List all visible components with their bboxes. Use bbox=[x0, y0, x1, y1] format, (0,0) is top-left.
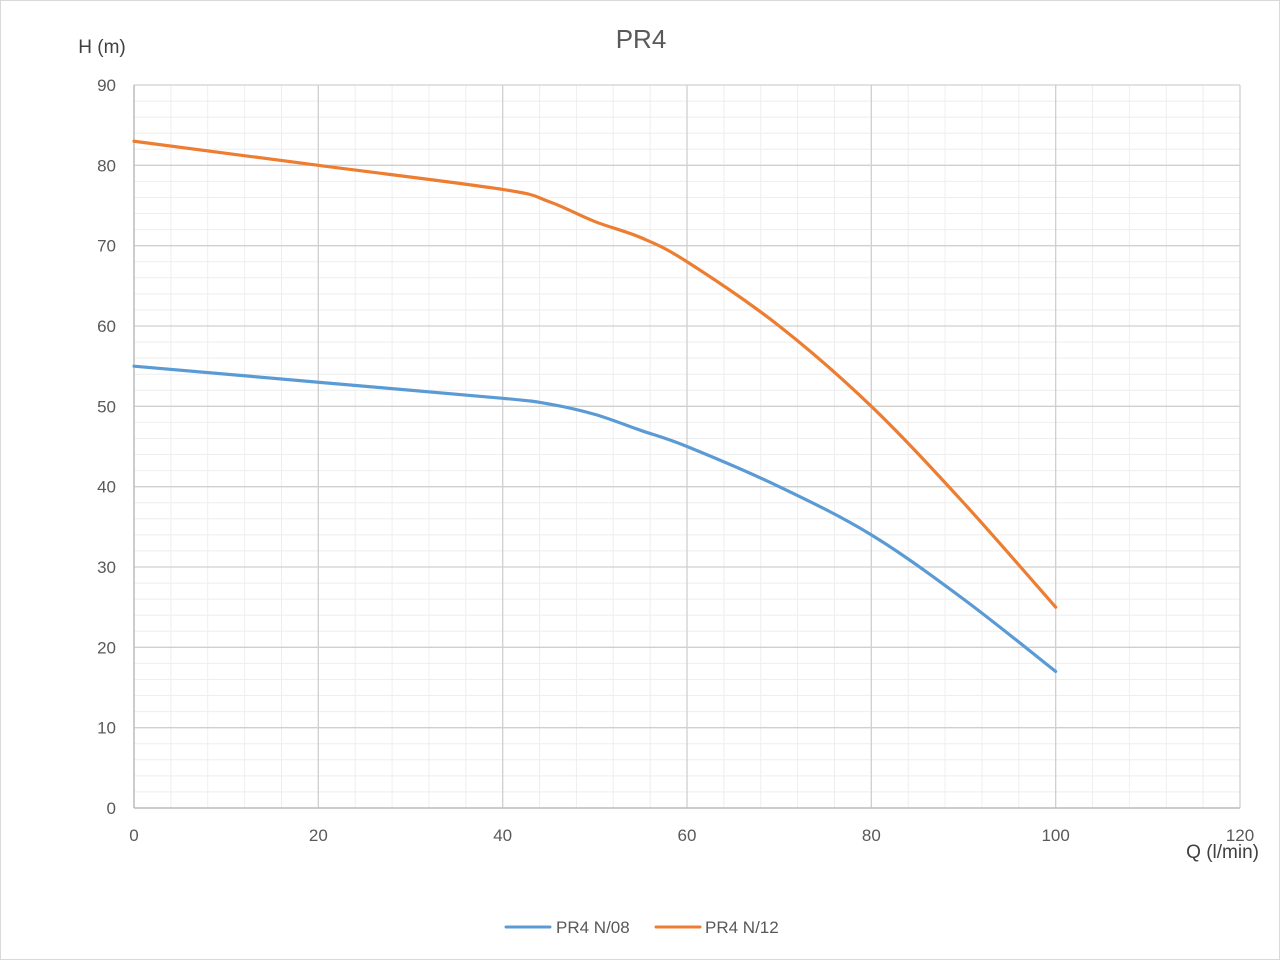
axes bbox=[133, 85, 1240, 809]
x-tick-label: 100 bbox=[1041, 826, 1069, 845]
legend: PR4 N/08 PR4 N/12 bbox=[504, 918, 779, 937]
x-axis-label: Q (l/min) bbox=[1186, 842, 1259, 863]
legend-label-pr4-n12: PR4 N/12 bbox=[705, 918, 779, 937]
series-line-pr4-n-08 bbox=[132, 364, 1058, 674]
series-line-pr4-n-12 bbox=[132, 139, 1058, 609]
x-tick-label: 20 bbox=[309, 826, 328, 845]
x-tick-label: 60 bbox=[678, 826, 697, 845]
chart-title: PR4 bbox=[616, 24, 667, 54]
y-tick-label: 10 bbox=[97, 719, 116, 738]
y-tick-label: 50 bbox=[97, 397, 116, 416]
y-tick-label: 30 bbox=[97, 558, 116, 577]
y-tick-label: 40 bbox=[97, 478, 116, 497]
y-tick-label: 90 bbox=[97, 76, 116, 95]
y-tick-label: 80 bbox=[97, 156, 116, 175]
tick-labels: 0 20 40 60 80 100 120 0 10 20 30 40 50 60 70 80 90 bbox=[97, 76, 1254, 845]
legend-label-pr4-n08: PR4 N/08 bbox=[556, 918, 630, 937]
y-tick-label: 60 bbox=[97, 317, 116, 336]
x-tick-label: 0 bbox=[129, 826, 138, 845]
x-tick-label: 120 bbox=[1226, 826, 1254, 845]
y-tick-label: 20 bbox=[97, 638, 116, 657]
y-tick-label: 70 bbox=[97, 237, 116, 256]
x-tick-label: 80 bbox=[862, 826, 881, 845]
y-tick-label: 0 bbox=[107, 799, 116, 818]
x-tick-label: 40 bbox=[493, 826, 512, 845]
series-lines bbox=[132, 139, 1058, 674]
y-axis-label: H (m) bbox=[78, 37, 125, 58]
